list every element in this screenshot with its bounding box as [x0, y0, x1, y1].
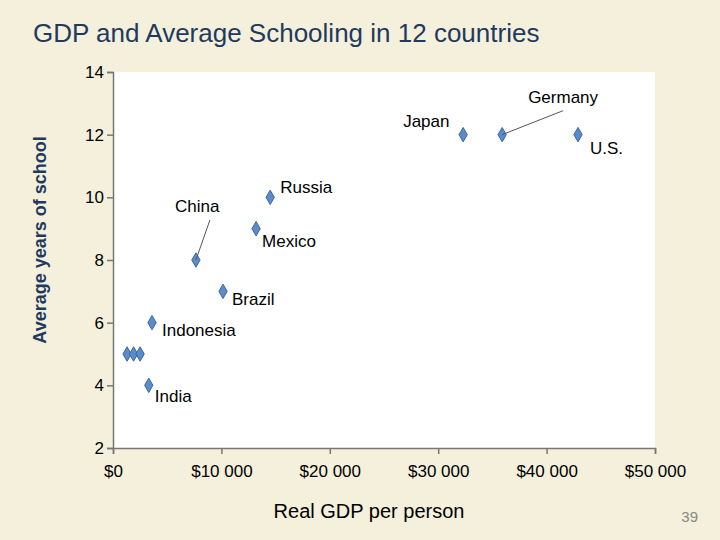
point-label: Indonesia	[162, 321, 236, 340]
point-label: China	[175, 197, 220, 216]
tick: $10 000	[191, 448, 252, 481]
point	[145, 378, 153, 392]
tick-label: $30 000	[408, 462, 469, 481]
point	[148, 315, 156, 329]
tick-mark	[655, 448, 657, 454]
tick-label: $40 000	[516, 462, 577, 481]
plot: $0 $10 000 $20 000 $30 000 $40 000 $50 000 2 4 6…	[85, 63, 686, 481]
tick: $50 000	[625, 448, 686, 481]
point-label: Mexico	[262, 232, 316, 251]
chart: GDP and Average Schooling in 12 countrie…	[0, 0, 720, 540]
point-label: Japan	[403, 112, 449, 131]
tick-mark	[107, 260, 113, 262]
tick-label: 12	[85, 126, 104, 145]
point	[459, 127, 467, 141]
axis-line	[114, 449, 656, 455]
tick: 4	[95, 376, 113, 395]
point-label: Germany	[528, 88, 598, 107]
point-label: Brazil	[232, 290, 275, 309]
point-label: India	[155, 387, 192, 406]
tick-label: $0	[104, 462, 123, 481]
tick-mark	[107, 197, 113, 199]
point	[219, 284, 227, 298]
leader-line	[502, 111, 563, 135]
tick: $40 000	[516, 448, 577, 481]
point	[136, 347, 144, 361]
tick-label: 2	[95, 439, 104, 458]
tick-label: 4	[95, 376, 104, 395]
tick: 14	[85, 63, 113, 82]
point	[252, 221, 260, 235]
points	[123, 127, 582, 392]
tick-mark	[107, 448, 113, 450]
background	[0, 0, 720, 540]
tick: $0	[104, 448, 123, 481]
x-axis-title: Real GDP per person	[274, 500, 465, 522]
tick-label: 14	[85, 63, 104, 82]
tick: 6	[95, 314, 113, 333]
tick: $30 000	[408, 448, 469, 481]
tick: 12	[85, 126, 113, 145]
y-axis: 2 4 6 8 10 12 14	[85, 63, 113, 458]
x-axis: $0 $10 000 $20 000 $30 000 $40 000 $50 000	[104, 448, 686, 481]
page-number: 39	[681, 508, 698, 525]
tick-label: 8	[95, 251, 104, 270]
tick-mark	[107, 385, 113, 387]
tick: 10	[85, 188, 113, 207]
tick-label: $50 000	[625, 462, 686, 481]
tick-mark	[438, 448, 440, 454]
tick: 8	[95, 251, 113, 270]
tick-label: $20 000	[300, 462, 361, 481]
point-label: Russia	[280, 178, 333, 197]
tick-mark	[546, 448, 548, 454]
title: GDP and Average Schooling in 12 countrie…	[33, 18, 539, 48]
tick-mark	[330, 448, 332, 454]
point-labels: Japan Germany U.S. Russia Mexico China Brazil I…	[155, 88, 623, 407]
point	[266, 190, 274, 204]
point-label: U.S.	[590, 139, 623, 158]
tick-mark	[221, 448, 223, 454]
y-axis-title: Average years of school	[30, 136, 50, 343]
tick-mark	[107, 72, 113, 74]
point	[574, 127, 582, 141]
tick-mark	[107, 322, 113, 324]
tick-label: 10	[85, 188, 104, 207]
axis-line	[107, 73, 114, 449]
plot-area	[113, 72, 655, 448]
tick: $20 000	[300, 448, 361, 481]
tick-label: 6	[95, 314, 104, 333]
tick-mark	[107, 134, 113, 136]
tick-label: $10 000	[191, 462, 252, 481]
tick: 2	[95, 439, 113, 458]
leader-line	[196, 220, 210, 260]
